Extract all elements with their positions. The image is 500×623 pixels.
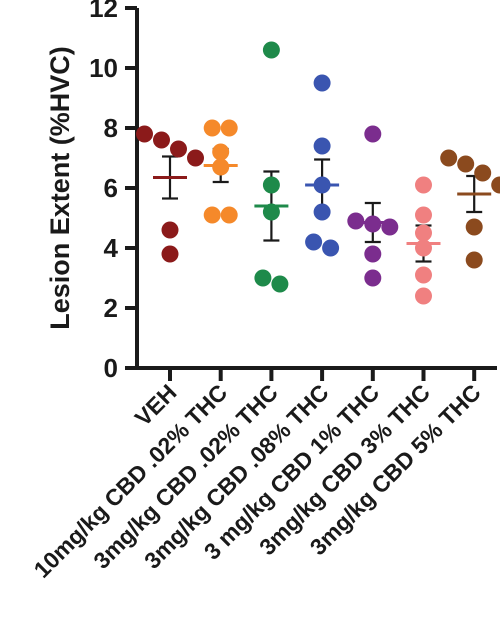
data-point: [415, 224, 432, 242]
data-point: [153, 131, 170, 149]
data-point: [313, 74, 331, 92]
data-point: [220, 206, 238, 224]
data-point: [465, 218, 483, 236]
data-point: [313, 137, 331, 155]
y-axis-label: Lesion Extent (%HVC): [45, 46, 75, 330]
data-point: [415, 206, 432, 224]
data-point: [322, 239, 340, 257]
data-point: [474, 164, 492, 182]
data-point: [187, 149, 204, 167]
data-point: [440, 149, 458, 167]
x-tick-label: 10mg/kg CBD .02% THC: [29, 379, 233, 583]
data-point: [364, 125, 382, 143]
data-point: [271, 275, 289, 293]
data-point: [203, 206, 221, 224]
group-4: [347, 125, 399, 287]
group-1: [203, 119, 238, 224]
y-tick-label: 4: [104, 233, 119, 263]
data-point: [262, 203, 280, 221]
y-tick-label: 0: [104, 353, 118, 383]
data-point: [491, 176, 500, 194]
y-tick-label: 2: [104, 293, 118, 323]
data-point: [203, 119, 221, 137]
data-point: [457, 155, 475, 173]
y-ticks: 0 2 4 6 8 10 12: [89, 0, 137, 383]
y-tick-label: 6: [104, 173, 118, 203]
group-5: [406, 176, 441, 305]
data-point: [305, 233, 323, 251]
y-tick-label: 8: [104, 113, 118, 143]
y-tick-label: 12: [89, 0, 118, 23]
y-axis: 0 2 4 6 8 10 12: [89, 0, 139, 383]
data-point: [415, 266, 432, 284]
data-point: [254, 269, 272, 287]
data-point: [313, 203, 331, 221]
data-point: [262, 41, 280, 59]
data-point: [364, 269, 382, 287]
data-point: [136, 125, 153, 143]
data-point: [161, 221, 179, 239]
data-point: [465, 251, 483, 269]
data-point: [170, 140, 187, 158]
group-3: [305, 74, 340, 257]
data-point: [415, 176, 432, 194]
data-point: [161, 245, 179, 263]
data-point: [220, 119, 238, 137]
data-point: [364, 245, 382, 263]
data-point: [415, 287, 432, 305]
y-tick-label: 10: [89, 53, 118, 83]
group-2: [254, 41, 289, 293]
data-point: [212, 143, 230, 161]
data-groups: [136, 41, 500, 305]
group-6: [440, 149, 500, 269]
data-point: [262, 176, 280, 194]
group-0: [136, 125, 204, 263]
